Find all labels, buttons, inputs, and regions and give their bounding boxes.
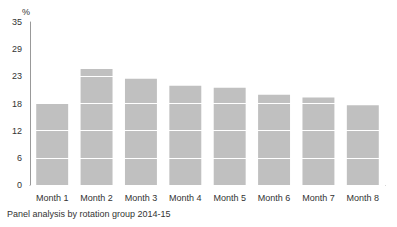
svg-text:35: 35: [12, 17, 22, 27]
svg-text:%: %: [22, 7, 30, 17]
svg-text:12: 12: [12, 126, 22, 136]
svg-text:Month 8: Month 8: [347, 193, 380, 203]
svg-text:Panel analysis by rotation gro: Panel analysis by rotation group 2014-15: [7, 209, 171, 219]
svg-text:0: 0: [17, 180, 22, 190]
svg-text:18: 18: [12, 99, 22, 109]
svg-text:Month 3: Month 3: [125, 193, 158, 203]
svg-text:29: 29: [12, 44, 22, 54]
svg-text:23: 23: [12, 71, 22, 81]
svg-text:Month 6: Month 6: [258, 193, 291, 203]
svg-text:Month 1: Month 1: [36, 193, 69, 203]
svg-text:6: 6: [17, 153, 22, 163]
svg-text:Month 2: Month 2: [80, 193, 113, 203]
svg-text:Month 4: Month 4: [169, 193, 202, 203]
svg-text:Month 7: Month 7: [302, 193, 335, 203]
svg-text:Month 5: Month 5: [213, 193, 246, 203]
